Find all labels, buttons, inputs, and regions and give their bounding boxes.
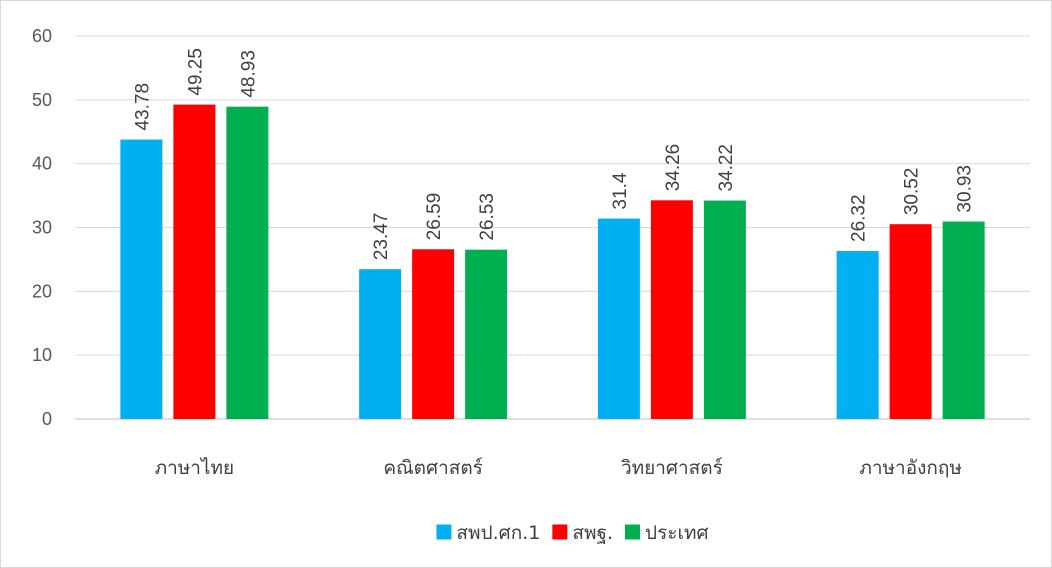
- category-label: วิทยาศาสตร์: [621, 457, 723, 479]
- bar: [465, 249, 508, 419]
- legend-swatch: [625, 524, 641, 540]
- category-labels: ภาษาไทย คณิตศาสตร์ วิทยาศาสตร์ ภาษาอังกฤษ: [155, 457, 962, 479]
- bar: [412, 249, 455, 419]
- data-label: 34.26: [663, 144, 684, 192]
- y-tick-label: 20: [32, 281, 52, 301]
- legend-label: ประเทศ: [645, 522, 709, 544]
- legend-item: สพป.ศก.1: [436, 522, 540, 544]
- legend-swatch: [552, 524, 568, 540]
- legend-label: สพฐ.: [572, 522, 613, 544]
- bar: [703, 200, 746, 419]
- data-label: 30.52: [902, 168, 923, 216]
- y-axis-ticks: 0 10 20 30 40 50 60: [32, 26, 52, 429]
- category-label: ภาษาอังกฤษ: [859, 457, 962, 479]
- y-tick-label: 10: [32, 345, 52, 365]
- y-tick-label: 30: [32, 218, 52, 238]
- y-tick-label: 50: [32, 90, 52, 110]
- y-tick-label: 0: [42, 409, 52, 429]
- bar: [942, 221, 985, 419]
- data-label: 30.93: [955, 165, 976, 213]
- bar: [120, 139, 163, 420]
- y-tick-label: 40: [32, 154, 52, 174]
- data-labels: 43.78 49.25 48.93 23.47 26.59 26.53 31.4 34.26 3…: [132, 48, 975, 260]
- bar: [173, 104, 216, 419]
- legend-item: ประเทศ: [625, 522, 709, 544]
- data-label: 26.59: [424, 193, 445, 241]
- bar: [836, 250, 879, 419]
- data-label: 31.4: [610, 172, 631, 209]
- bar: [650, 200, 693, 419]
- data-label: 26.53: [477, 193, 498, 241]
- legend: สพป.ศก.1 สพฐ. ประเทศ: [436, 522, 709, 544]
- bars: [120, 104, 985, 420]
- bar: [597, 218, 640, 419]
- data-label: 23.47: [371, 213, 392, 261]
- data-label: 34.22: [716, 144, 737, 192]
- category-label: คณิตศาสตร์: [383, 457, 483, 479]
- legend-item: สพฐ.: [552, 522, 613, 544]
- legend-label: สพป.ศก.1: [456, 522, 540, 544]
- bar: [226, 106, 269, 419]
- data-label: 26.32: [849, 194, 870, 242]
- y-tick-label: 60: [32, 26, 52, 46]
- data-label: 43.78: [132, 83, 153, 131]
- legend-swatch: [436, 524, 452, 540]
- data-label: 48.93: [238, 50, 259, 98]
- bar: [889, 224, 932, 419]
- bar: [359, 269, 402, 419]
- gridlines: [75, 35, 1030, 420]
- category-label: ภาษาไทย: [155, 457, 235, 479]
- data-label: 49.25: [185, 48, 206, 96]
